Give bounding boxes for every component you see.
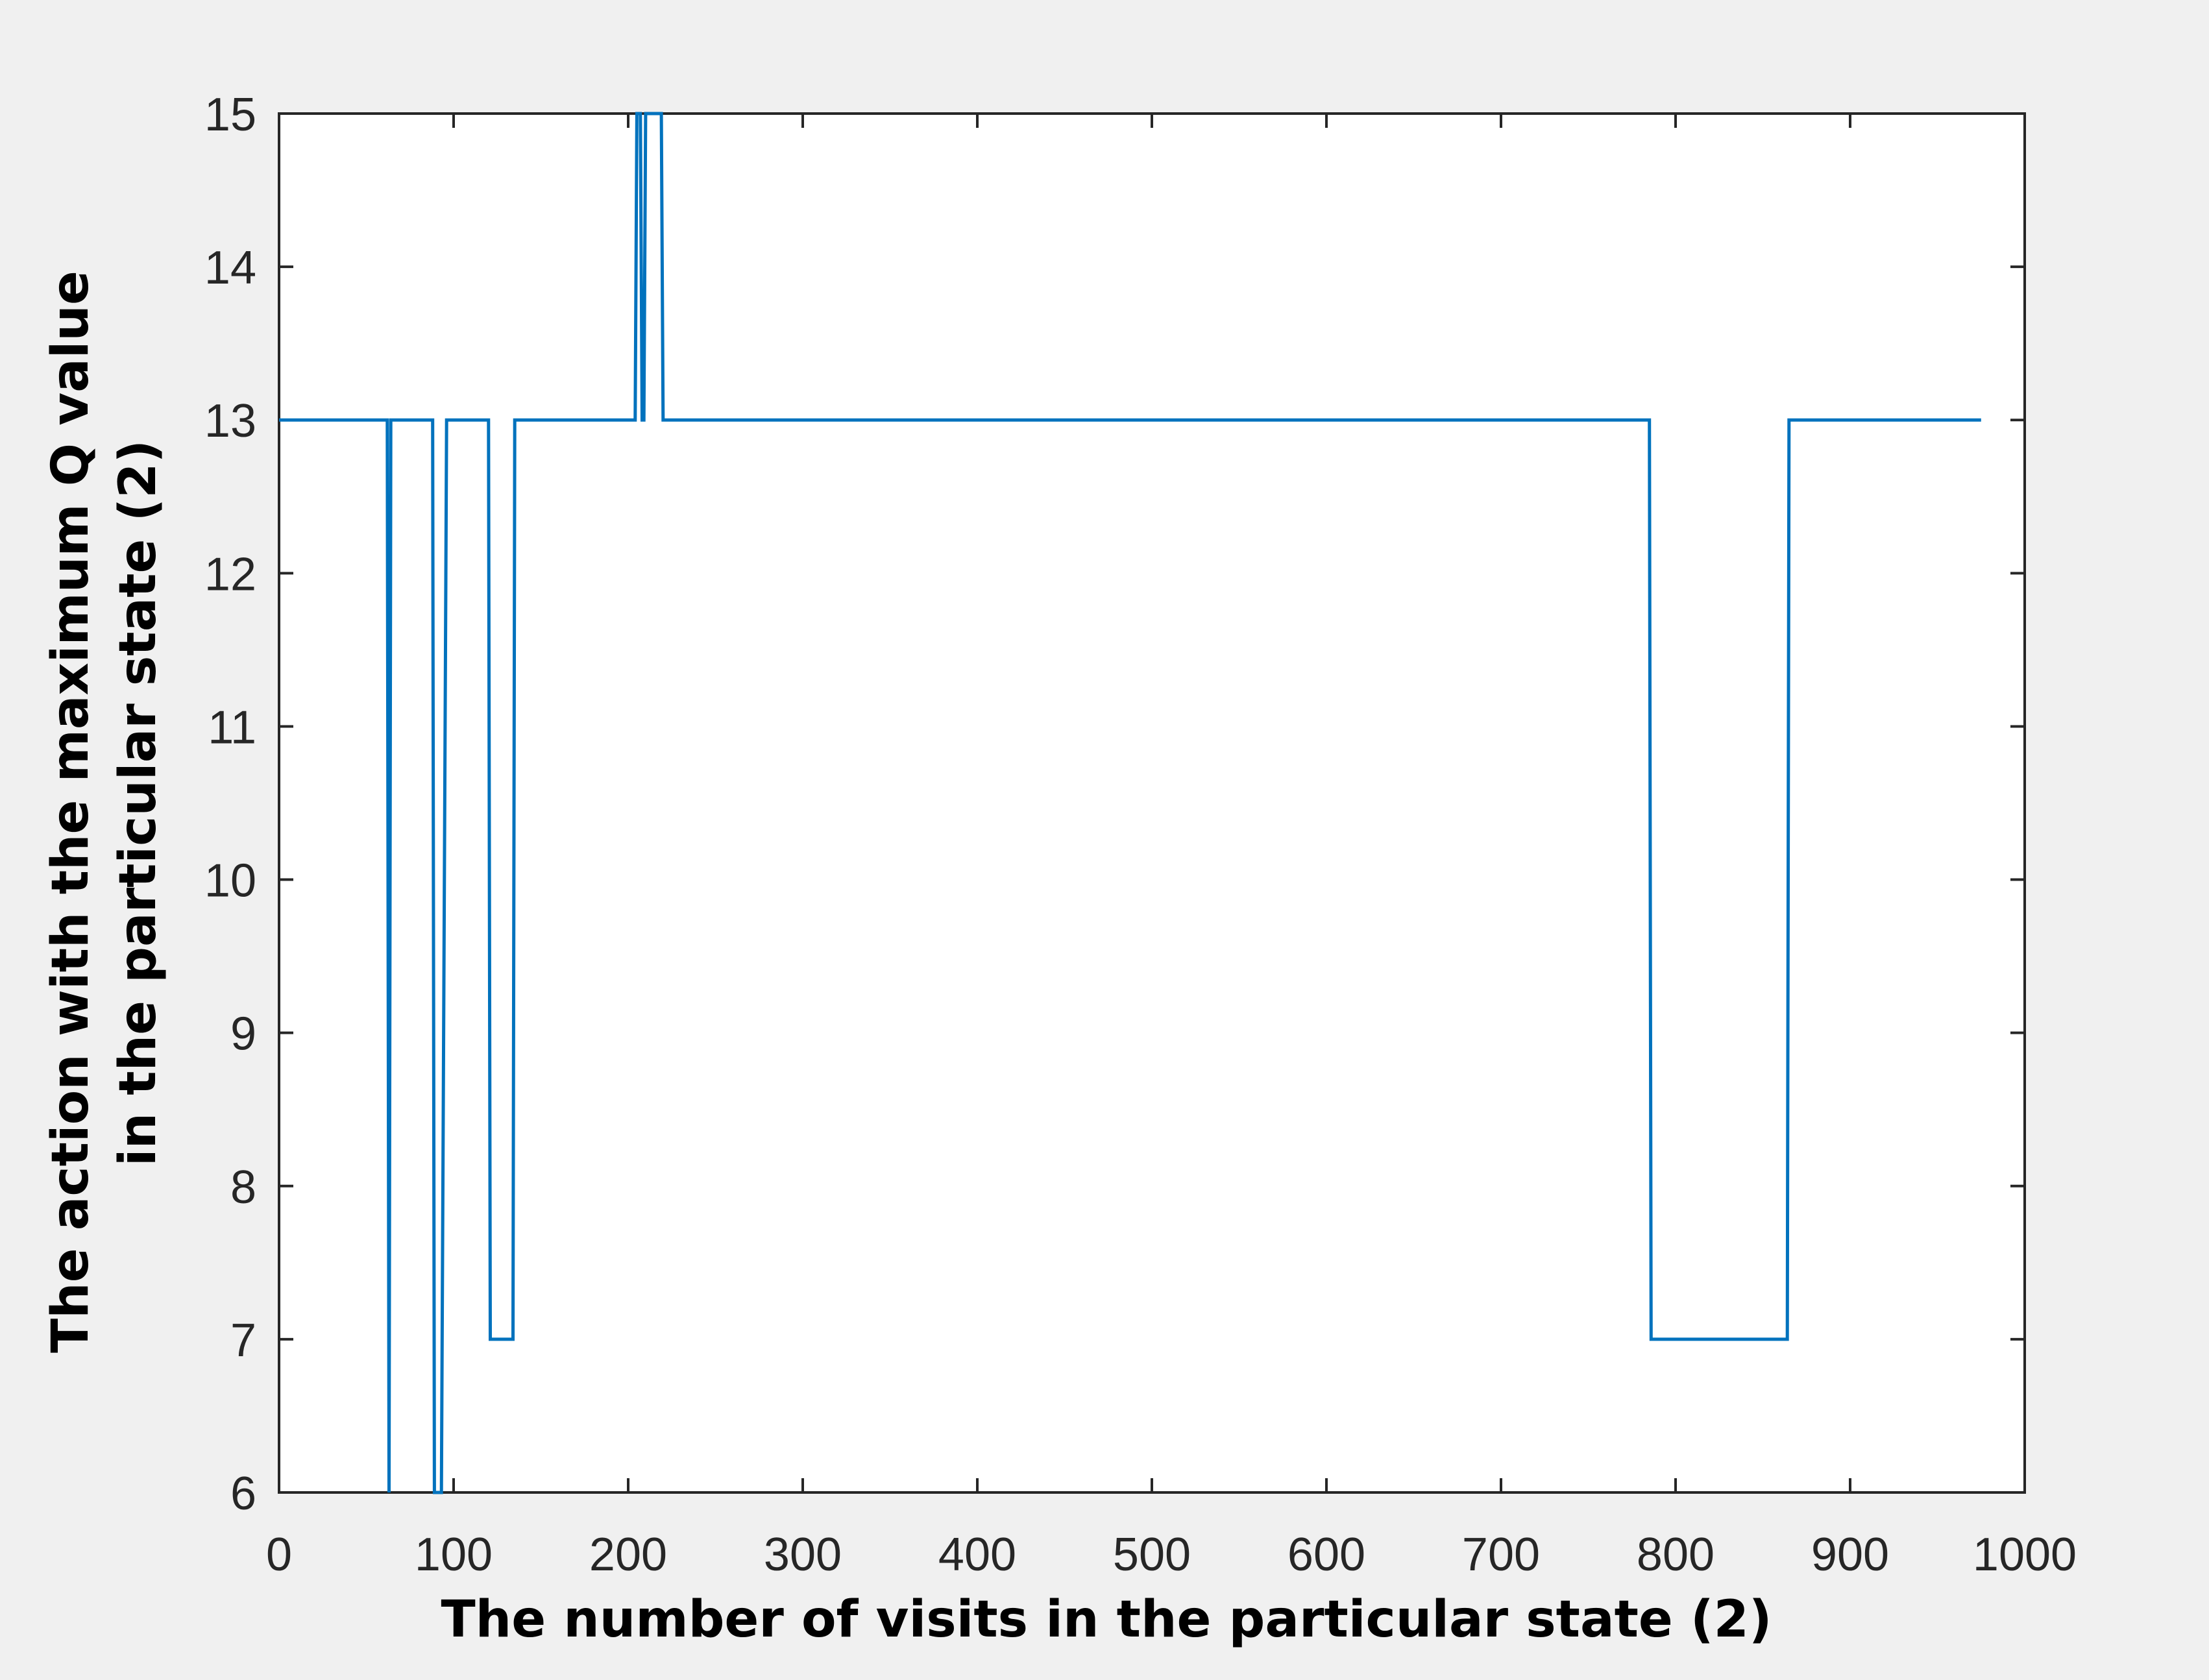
y-tick-label: 10 bbox=[204, 855, 256, 907]
x-tick-label: 500 bbox=[1113, 1529, 1191, 1581]
y-tick-label: 9 bbox=[230, 1008, 256, 1060]
y-tick-label: 12 bbox=[204, 548, 256, 600]
x-tick-label: 900 bbox=[1811, 1529, 1889, 1581]
x-tick-label: 800 bbox=[1637, 1529, 1715, 1581]
x-tick-label: 200 bbox=[589, 1529, 667, 1581]
x-tick-label: 400 bbox=[938, 1529, 1016, 1581]
y-tick-label: 7 bbox=[230, 1315, 256, 1367]
x-tick-label: 600 bbox=[1288, 1529, 1365, 1581]
x-tick-label: 300 bbox=[764, 1529, 842, 1581]
x-tick-label: 1000 bbox=[1973, 1529, 2077, 1581]
x-axis-label: The number of visits in the particular s… bbox=[441, 1590, 1772, 1649]
y-axis-label: The action with the maximum Q value in t… bbox=[42, 253, 167, 1353]
y-tick-label: 8 bbox=[230, 1162, 256, 1213]
axis-ticks bbox=[278, 112, 2026, 1494]
y-tick-label: 11 bbox=[208, 701, 256, 753]
series-layer bbox=[279, 112, 1981, 1494]
series-line bbox=[279, 112, 1981, 1494]
y-tick-label: 13 bbox=[204, 395, 256, 447]
x-tick-label: 100 bbox=[415, 1529, 493, 1581]
y-tick-label: 15 bbox=[204, 89, 256, 141]
y-tick-labels: 6 7 8 9 10 11 12 13 14 15 bbox=[204, 89, 256, 1520]
y-tick-label: 14 bbox=[204, 242, 256, 294]
x-tick-label: 700 bbox=[1462, 1529, 1540, 1581]
y-axis-label-line-2: in the particular state (2) bbox=[109, 440, 167, 1166]
plot-area bbox=[278, 112, 2026, 1494]
y-tick-label: 6 bbox=[230, 1468, 256, 1520]
x-tick-label: 0 bbox=[266, 1529, 292, 1581]
y-axis-label-line-1: The action with the maximum Q value bbox=[42, 271, 100, 1353]
x-tick-labels: 0 100 200 300 400 500 600 700 800 900 1000 bbox=[266, 1529, 2077, 1581]
